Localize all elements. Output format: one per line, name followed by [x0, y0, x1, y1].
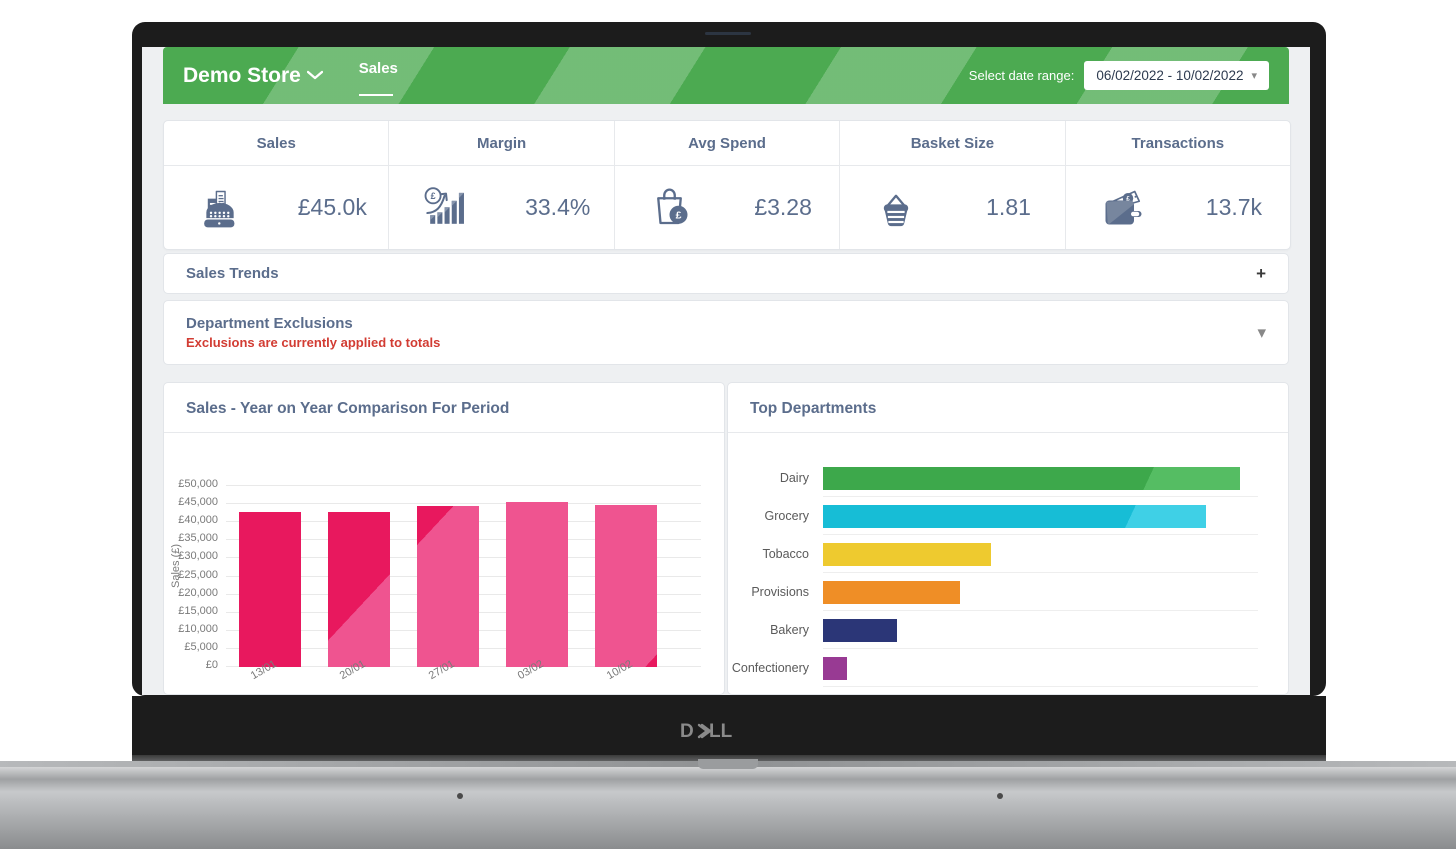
svg-text:£: £ [430, 190, 435, 200]
svg-text:LL: LL [709, 721, 733, 742]
svg-text:£: £ [675, 209, 681, 221]
svg-text:D: D [680, 721, 694, 742]
